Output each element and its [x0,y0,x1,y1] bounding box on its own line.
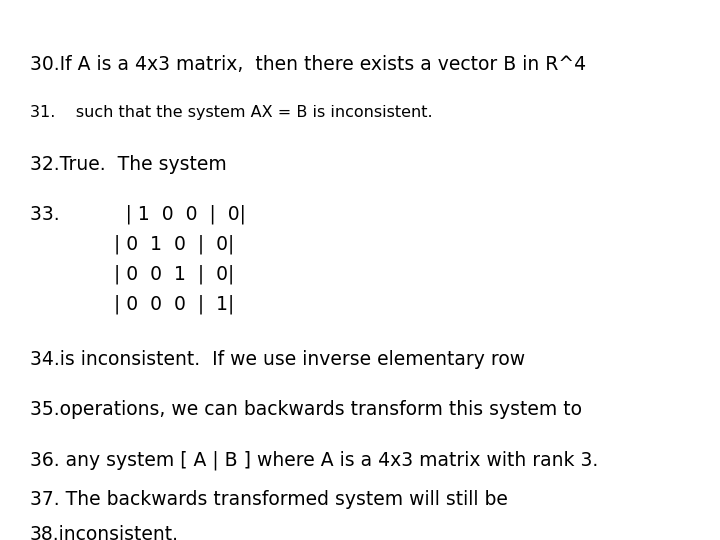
Text: 35.operations, we can backwards transform this system to: 35.operations, we can backwards transfor… [30,400,582,419]
Text: | 0  0  0  |  1|: | 0 0 0 | 1| [30,295,234,314]
Text: 33.           | 1  0  0  |  0|: 33. | 1 0 0 | 0| [30,205,246,225]
Text: 31.    such that the system AX = B is inconsistent.: 31. such that the system AX = B is incon… [30,105,433,120]
Text: 32.True.  The system: 32.True. The system [30,155,227,174]
Text: 34.is inconsistent.  If we use inverse elementary row: 34.is inconsistent. If we use inverse el… [30,350,525,369]
Text: 38.inconsistent.: 38.inconsistent. [30,525,179,540]
Text: 36. any system [ A | B ] where A is a 4x3 matrix with rank 3.: 36. any system [ A | B ] where A is a 4x… [30,450,598,469]
Text: 30.If A is a 4x3 matrix,  then there exists a vector B in R^4: 30.If A is a 4x3 matrix, then there exis… [30,55,586,74]
Text: 37. The backwards transformed system will still be: 37. The backwards transformed system wil… [30,490,508,509]
Text: | 0  0  1  |  0|: | 0 0 1 | 0| [30,265,234,285]
Text: | 0  1  0  |  0|: | 0 1 0 | 0| [30,235,234,254]
